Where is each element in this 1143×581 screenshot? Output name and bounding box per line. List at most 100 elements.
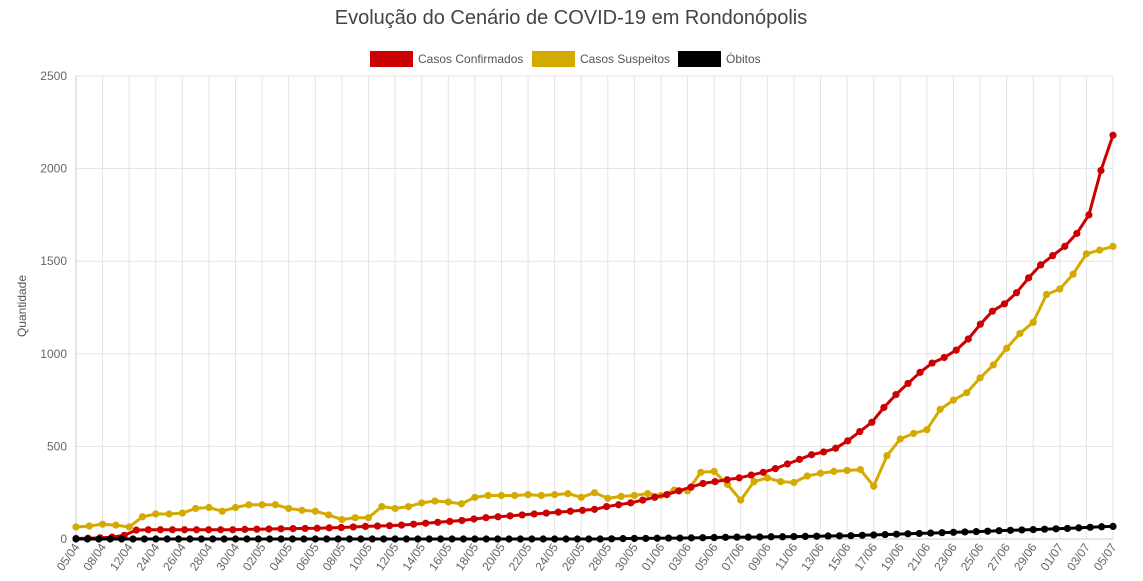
data-point[interactable] (1096, 246, 1104, 254)
data-point[interactable] (254, 535, 262, 543)
data-point[interactable] (266, 535, 274, 543)
data-point[interactable] (125, 523, 133, 531)
data-point[interactable] (699, 479, 707, 488)
data-point[interactable] (288, 535, 297, 543)
data-point[interactable] (1098, 523, 1106, 531)
data-point[interactable] (750, 477, 758, 486)
data-point[interactable] (651, 493, 659, 501)
data-point[interactable] (803, 472, 811, 480)
data-point[interactable] (422, 519, 430, 527)
data-point[interactable] (778, 533, 787, 541)
data-point[interactable] (72, 523, 80, 531)
data-point[interactable] (289, 525, 297, 533)
data-point[interactable] (675, 487, 683, 495)
data-point[interactable] (790, 532, 798, 541)
data-point[interactable] (132, 526, 140, 534)
data-point[interactable] (995, 527, 1003, 535)
data-point[interactable] (858, 531, 866, 539)
data-point[interactable] (564, 490, 572, 498)
data-point[interactable] (539, 535, 547, 543)
data-point[interactable] (566, 507, 574, 515)
data-point[interactable] (117, 535, 126, 543)
data-point[interactable] (940, 353, 948, 362)
data-point[interactable] (1097, 166, 1105, 175)
data-point[interactable] (253, 525, 261, 533)
data-point[interactable] (824, 532, 832, 540)
data-point[interactable] (744, 533, 752, 541)
data-point[interactable] (961, 528, 969, 536)
data-point[interactable] (585, 535, 593, 543)
data-point[interactable] (361, 522, 369, 531)
data-point[interactable] (418, 499, 426, 507)
data-point[interactable] (984, 527, 992, 535)
data-point[interactable] (590, 505, 599, 513)
data-point[interactable] (617, 492, 625, 501)
data-point[interactable] (505, 535, 513, 543)
data-point[interactable] (1003, 344, 1011, 352)
data-point[interactable] (537, 491, 545, 500)
data-point[interactable] (904, 530, 912, 538)
data-point[interactable] (896, 435, 904, 443)
data-point[interactable] (231, 535, 240, 543)
data-point[interactable] (795, 455, 804, 463)
data-point[interactable] (615, 501, 623, 509)
data-point[interactable] (604, 494, 612, 502)
data-point[interactable] (639, 496, 647, 504)
data-point[interactable] (644, 490, 652, 498)
data-point[interactable] (642, 534, 650, 543)
data-point[interactable] (192, 504, 200, 513)
data-point[interactable] (551, 490, 559, 499)
data-point[interactable] (414, 535, 422, 543)
data-point[interactable] (767, 533, 775, 541)
data-point[interactable] (711, 477, 719, 486)
data-point[interactable] (870, 531, 878, 539)
data-point[interactable] (856, 427, 864, 436)
data-point[interactable] (156, 526, 165, 534)
data-point[interactable] (174, 535, 183, 543)
data-point[interactable] (458, 516, 466, 525)
data-point[interactable] (820, 448, 828, 456)
data-point[interactable] (357, 535, 365, 543)
data-point[interactable] (243, 535, 251, 543)
data-point[interactable] (530, 510, 538, 518)
data-point[interactable] (337, 523, 345, 532)
data-point[interactable] (1109, 522, 1117, 531)
data-point[interactable] (881, 530, 889, 539)
data-point[interactable] (1016, 329, 1024, 338)
data-point[interactable] (229, 526, 237, 534)
data-point[interactable] (106, 535, 114, 543)
legend-swatch[interactable] (532, 51, 575, 67)
data-point[interactable] (578, 506, 587, 514)
data-point[interactable] (676, 534, 684, 542)
data-point[interactable] (915, 529, 923, 538)
data-point[interactable] (1109, 131, 1117, 139)
data-point[interactable] (663, 490, 671, 499)
data-point[interactable] (844, 437, 852, 445)
data-point[interactable] (1056, 285, 1064, 293)
data-point[interactable] (437, 535, 445, 543)
data-point[interactable] (1061, 242, 1069, 250)
data-point[interactable] (989, 361, 997, 369)
data-point[interactable] (747, 471, 755, 479)
data-point[interactable] (909, 429, 918, 438)
data-point[interactable] (801, 532, 809, 541)
data-point[interactable] (856, 465, 864, 474)
data-point[interactable] (192, 526, 201, 534)
data-point[interactable] (165, 510, 173, 518)
data-point[interactable] (277, 535, 285, 543)
legend[interactable]: Casos Confirmados Casos Suspeitos Óbitos (370, 51, 761, 67)
data-point[interactable] (129, 535, 137, 543)
data-point[interactable] (554, 508, 562, 516)
data-point[interactable] (311, 507, 319, 515)
data-point[interactable] (1082, 250, 1091, 258)
data-point[interactable] (949, 396, 958, 404)
data-point[interactable] (72, 535, 80, 543)
legend-label[interactable]: Óbitos (726, 51, 761, 66)
data-point[interactable] (551, 535, 559, 543)
data-point[interactable] (562, 535, 570, 543)
data-point[interactable] (790, 478, 798, 487)
data-point[interactable] (98, 520, 107, 528)
data-point[interactable] (85, 522, 93, 530)
legend-label[interactable]: Casos Suspeitos (580, 52, 670, 66)
data-point[interactable] (197, 535, 205, 543)
